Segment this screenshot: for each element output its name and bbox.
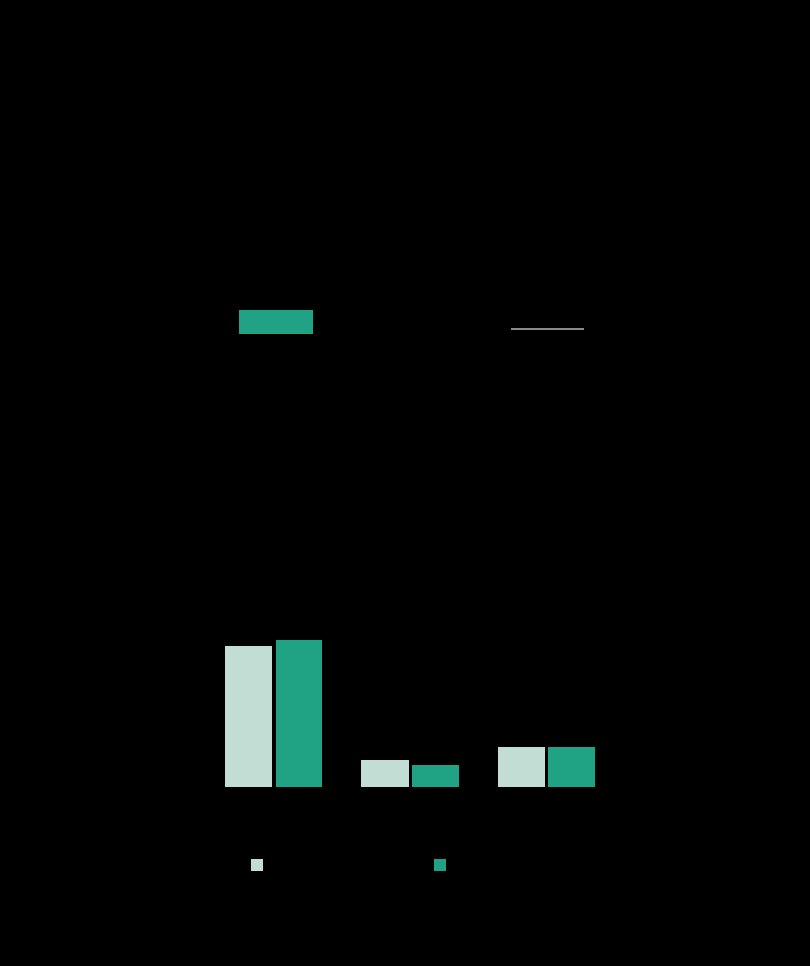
chart-annotation-rule <box>511 328 584 330</box>
chart-plot-area <box>225 640 595 787</box>
chart-bar <box>225 646 272 787</box>
chart-bar <box>498 747 545 787</box>
chart-annotation-swatch <box>239 310 313 334</box>
legend-swatch-series-2 <box>434 859 446 871</box>
chart-bar <box>361 760 409 787</box>
chart-bar <box>412 765 459 787</box>
chart-bar <box>548 747 595 787</box>
legend-swatch-series-1 <box>251 859 263 871</box>
chart-bar <box>276 640 322 787</box>
